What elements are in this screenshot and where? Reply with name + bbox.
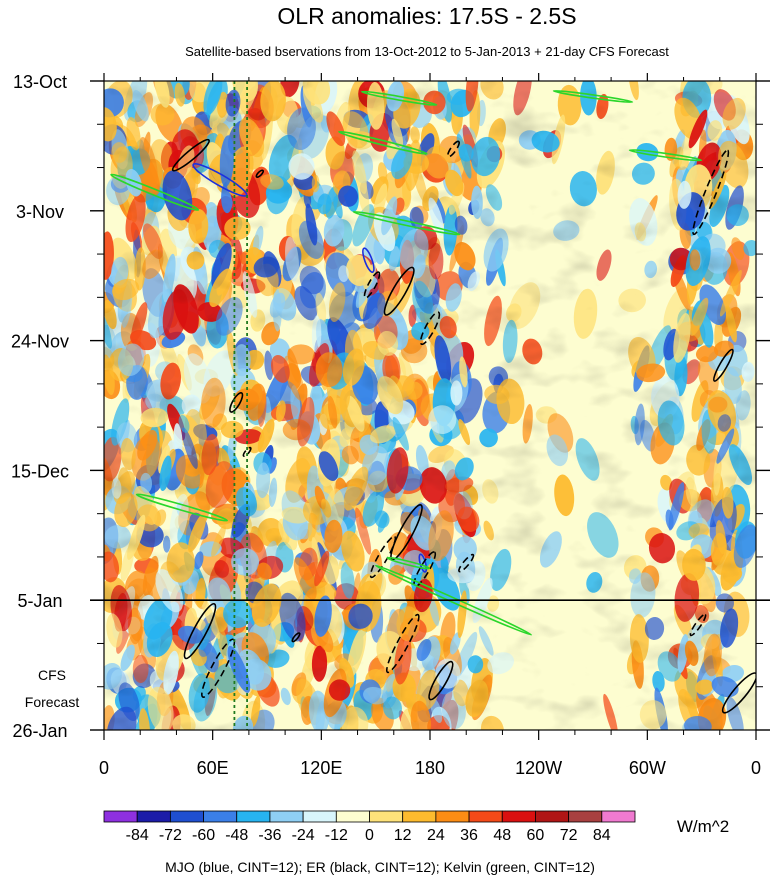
colorbar-label: 0 — [365, 827, 374, 844]
kelvin-contour — [360, 90, 438, 106]
er-contour — [447, 140, 460, 158]
er-contour — [291, 632, 301, 643]
kelvin-contour — [374, 564, 533, 636]
x-tick-label: 0 — [99, 758, 109, 778]
er-contour — [413, 551, 437, 588]
colorbar-label: -72 — [159, 827, 182, 844]
colorbar-swatch — [169, 810, 204, 823]
colorbar-label: -24 — [292, 827, 315, 844]
er-contour — [229, 391, 244, 413]
colorbar-swatch — [335, 810, 370, 823]
colorbar-label: 60 — [527, 827, 545, 844]
kelvin-contour — [386, 556, 431, 570]
y-tick-label: 3-Nov — [16, 202, 64, 222]
colorbar-swatch — [103, 810, 138, 823]
colorbar-label: 72 — [560, 827, 578, 844]
er-contour — [255, 169, 265, 178]
colorbar-swatch — [136, 810, 171, 823]
er-contour — [385, 613, 420, 674]
caption: MJO (blue, CINT=12); ER (black, CINT=12)… — [165, 859, 595, 875]
colorbar-swatch — [236, 810, 271, 823]
colorbar-units: W/m^2 — [677, 817, 729, 836]
er-contour — [363, 271, 381, 299]
x-tick-label: 60W — [629, 758, 666, 778]
x-tick-label: 180 — [415, 758, 445, 778]
er-contour — [201, 638, 236, 698]
chart-subtitle: Satellite-based bservations from 13-Oct-… — [185, 44, 669, 59]
colorbar-label: 24 — [427, 827, 445, 844]
er-contour — [390, 504, 423, 561]
er-contour — [183, 602, 217, 660]
mjo-contour — [362, 247, 375, 273]
colorbar-swatch — [369, 810, 404, 823]
forecast-label-2: Forecast — [25, 694, 80, 710]
er-contour — [419, 311, 441, 346]
colorbar-swatch — [302, 810, 337, 823]
colorbar-label: -36 — [258, 827, 281, 844]
kelvin-contour — [352, 210, 461, 236]
forecast-label-1: CFS — [38, 667, 66, 683]
colorbar-swatch — [203, 810, 238, 823]
er-contour — [383, 266, 415, 316]
er-contour — [721, 672, 756, 714]
kelvin-contour — [338, 130, 428, 155]
er-contour — [458, 553, 475, 573]
x-tick-label: 0 — [751, 758, 761, 778]
colorbar-label: 12 — [394, 827, 412, 844]
colorbar: -84 -72 -60 -48 -36 -24 -12 0 12 24 36 48 60 72 84 — [103, 810, 636, 844]
er-contour — [171, 138, 210, 172]
y-tick-label: 26-Jan — [12, 721, 67, 741]
colorbar-label: 84 — [593, 827, 611, 844]
anomaly-texture — [104, 81, 756, 730]
axes: 0 60E 120E 180 120W 60W 0 13-Oct 3-Nov 24-Nov 15-D… — [11, 72, 770, 778]
plot-area — [104, 81, 756, 730]
colorbar-swatch — [269, 810, 304, 823]
chart-title: OLR anomalies: 17.5S - 2.5S — [277, 3, 576, 29]
kelvin-contour — [110, 173, 200, 211]
colorbar-label: -60 — [192, 827, 215, 844]
er-contour — [242, 446, 252, 457]
colorbar-label: 48 — [493, 827, 511, 844]
x-tick-label: 120W — [515, 758, 562, 778]
colorbar-swatch — [435, 810, 470, 823]
colorbar-swatch — [501, 810, 536, 823]
colorbar-swatch — [601, 810, 636, 823]
anomaly-patches — [104, 81, 756, 730]
kelvin-contour — [628, 149, 703, 162]
colorbar-swatch — [535, 810, 570, 823]
colorbar-swatch — [468, 810, 503, 823]
colorbar-swatch — [402, 810, 437, 823]
x-tick-label: 60E — [197, 758, 229, 778]
er-contour — [428, 660, 454, 701]
x-tick-label: 120E — [300, 758, 342, 778]
colorbar-swatch — [568, 810, 603, 823]
kelvin-contour — [135, 493, 228, 522]
colorbar-label: 36 — [460, 827, 478, 844]
y-tick-label: 5-Jan — [17, 591, 62, 611]
kelvin-contour — [552, 89, 634, 104]
colorbar-label: -48 — [225, 827, 248, 844]
er-contour — [713, 348, 734, 382]
y-tick-label: 24-Nov — [11, 332, 69, 352]
y-tick-label: 15-Dec — [11, 461, 69, 481]
er-contour — [369, 535, 397, 579]
colorbar-label: -12 — [325, 827, 348, 844]
colorbar-label: -84 — [126, 827, 149, 844]
y-tick-label: 13-Oct — [13, 72, 67, 92]
